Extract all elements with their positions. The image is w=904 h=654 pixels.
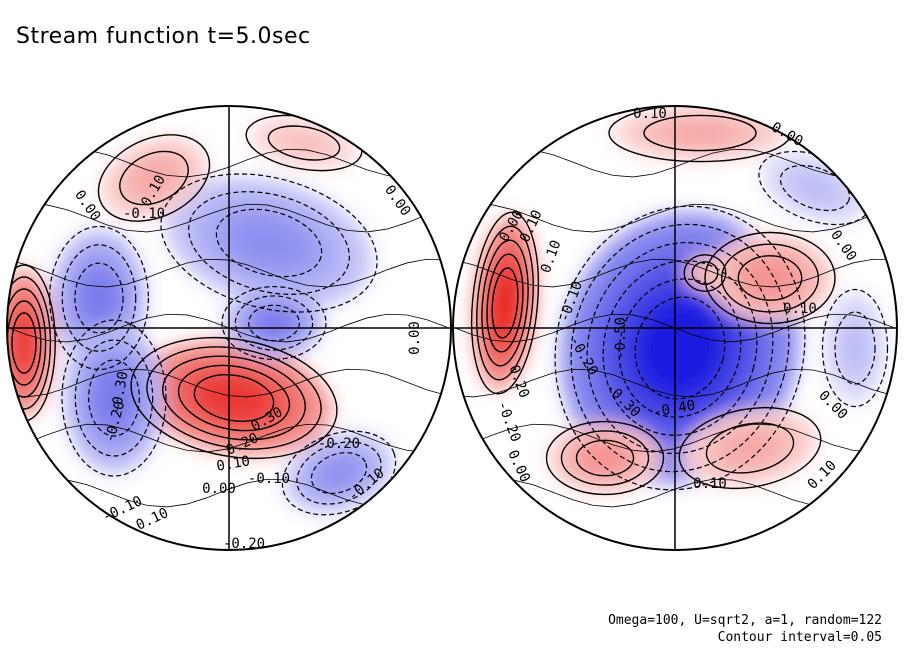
parameters-note: Omega=100, U=sqrt2, a=1, random=122: [608, 613, 882, 628]
zero-contour: [453, 313, 894, 343]
negative-contour: [61, 244, 137, 352]
contour-label: -0.50: [613, 317, 629, 359]
zero-contour: [453, 368, 894, 398]
contour-label: -0.20: [223, 536, 265, 552]
color-fill: [472, 106, 887, 493]
zero-contour: [453, 423, 894, 453]
negative-contour: [88, 359, 140, 437]
positive-contour: [737, 255, 803, 301]
negative-region: [319, 458, 359, 488]
negative-contour: [586, 241, 774, 455]
contour-label: 0.10: [783, 301, 817, 317]
negative-contour: [215, 208, 323, 278]
positive-contour: [470, 211, 540, 395]
contour-label: -0.10: [248, 471, 290, 487]
negative-region: [256, 310, 292, 336]
positive-contour: [162, 355, 306, 441]
positive-contour: [97, 134, 211, 222]
negative-contour: [618, 278, 742, 418]
positive-contour: [691, 261, 719, 285]
positive-contour: [119, 150, 189, 206]
zero-contour: [7, 203, 448, 233]
positive-contour: [267, 125, 341, 161]
negative-contour: [221, 286, 327, 361]
hemisphere-outline: [6, 105, 452, 551]
chart-title: Stream function t=5.0sec: [16, 24, 311, 49]
positive-contour: [476, 225, 534, 381]
contour-label: -0.10: [123, 206, 165, 222]
positive-contour: [486, 253, 524, 353]
negative-region: [636, 298, 724, 398]
positive-contour: [11, 312, 37, 374]
positive-contour: [705, 422, 795, 474]
negative-contour: [570, 223, 790, 473]
negative-region: [81, 273, 117, 323]
contour-label: -0.20: [318, 436, 360, 452]
positive-region: [668, 123, 732, 143]
hemisphere-outline: [452, 105, 898, 551]
zero-contour: [453, 203, 894, 233]
positive-region: [747, 262, 793, 294]
zero-contour: [7, 368, 448, 398]
positive-region: [725, 434, 775, 462]
negative-region: [843, 327, 867, 369]
contour-label: 0.10: [215, 453, 251, 475]
negative-region: [96, 371, 132, 425]
positive-contour: [491, 267, 519, 339]
negative-contour: [634, 296, 726, 400]
negative-contour: [48, 225, 150, 371]
negative-contour: [61, 319, 167, 477]
contour-label: 0.00: [407, 321, 423, 355]
left-hemisphere: 0.00 0.10 0.000.00-0.10-0.20-0.300.300.200…: [6, 105, 452, 552]
positive-region: [13, 316, 35, 370]
positive-region: [198, 377, 270, 419]
positive-region: [283, 133, 325, 153]
contour-label: -0.40: [652, 398, 696, 421]
positive-contour: [481, 239, 529, 367]
contour-interval-note: Contour interval=0.05: [717, 630, 882, 645]
contour-label: 0.00: [202, 481, 236, 497]
negative-contour: [74, 262, 124, 334]
positive-contour: [683, 254, 727, 292]
positive-contour: [720, 243, 820, 313]
zero-contour: [7, 258, 448, 288]
contour-label: 0.10: [633, 106, 667, 122]
contour-label: 0.10: [693, 476, 727, 492]
contour-label: -0.30: [109, 370, 132, 414]
zero-contour: [7, 423, 448, 453]
negative-contour: [74, 339, 154, 457]
negative-contour: [821, 288, 889, 408]
negative-region: [231, 219, 307, 267]
positive-contour: [643, 114, 757, 152]
positive-contour: [7, 276, 52, 410]
negative-contour: [834, 311, 876, 385]
positive-contour: [704, 231, 836, 325]
negative-contour: [234, 295, 314, 351]
positive-contour: [146, 346, 322, 450]
positive-region: [134, 163, 174, 193]
negative-contour: [310, 452, 368, 494]
positive-region: [493, 271, 517, 335]
negative-contour: [779, 164, 851, 212]
positive-contour: [560, 430, 650, 486]
positive-contour: [193, 374, 275, 422]
right-hemisphere: 0.100.000.000.100.10 0.00-0.10-0.50-0.20-…: [452, 105, 898, 551]
zero-contour: [7, 313, 448, 343]
field-layer: [453, 106, 894, 508]
positive-contour: [545, 420, 665, 496]
negative-region: [795, 175, 835, 201]
zero-contour: [453, 258, 894, 288]
negative-contour: [160, 173, 378, 313]
positive-contour: [575, 439, 635, 477]
negative-contour: [281, 430, 397, 516]
